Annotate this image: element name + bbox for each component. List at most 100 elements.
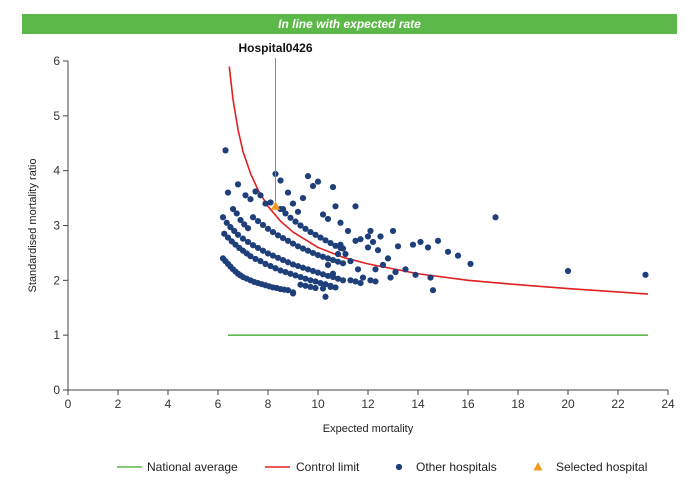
hospital-point[interactable] bbox=[262, 200, 269, 207]
hospital-point[interactable] bbox=[492, 214, 499, 221]
hospital-point[interactable] bbox=[322, 237, 329, 244]
hospital-point[interactable] bbox=[277, 267, 284, 274]
hospital-point[interactable] bbox=[467, 260, 474, 267]
hospital-point[interactable] bbox=[429, 287, 437, 294]
hospital-point[interactable] bbox=[289, 240, 297, 247]
hospital-point[interactable] bbox=[221, 230, 228, 237]
hospital-point[interactable] bbox=[292, 218, 299, 225]
hospital-point[interactable] bbox=[307, 277, 314, 284]
hospital-point[interactable] bbox=[234, 181, 242, 188]
hospital-point[interactable] bbox=[231, 227, 238, 235]
hospital-point[interactable] bbox=[299, 245, 307, 252]
hospital-point[interactable] bbox=[259, 221, 267, 229]
hospital-point[interactable] bbox=[304, 266, 312, 273]
hospital-point[interactable] bbox=[279, 256, 287, 264]
hospital-point[interactable] bbox=[241, 221, 248, 228]
hospital-point[interactable] bbox=[412, 271, 419, 278]
hospital-point[interactable] bbox=[352, 278, 359, 285]
selected-hospital-point[interactable] bbox=[271, 201, 280, 210]
hospital-point[interactable] bbox=[252, 188, 259, 195]
hospital-point[interactable] bbox=[284, 237, 292, 244]
hospital-point[interactable] bbox=[332, 242, 339, 249]
hospital-point[interactable] bbox=[354, 266, 362, 273]
hospital-point[interactable] bbox=[372, 278, 379, 285]
hospital-point[interactable] bbox=[339, 277, 347, 284]
hospital-point[interactable] bbox=[247, 253, 254, 260]
hospital-point[interactable] bbox=[274, 232, 282, 239]
hospital-point[interactable] bbox=[309, 267, 317, 275]
hospital-point[interactable] bbox=[254, 244, 262, 252]
hospital-point[interactable] bbox=[319, 285, 327, 292]
hospital-point[interactable] bbox=[329, 184, 337, 191]
hospital-point[interactable] bbox=[364, 233, 372, 240]
hospital-point[interactable] bbox=[364, 244, 372, 251]
hospital-point[interactable] bbox=[284, 287, 292, 294]
hospital-point[interactable] bbox=[342, 250, 349, 258]
hospital-point[interactable] bbox=[334, 275, 342, 282]
hospital-point[interactable] bbox=[409, 241, 417, 248]
hospital-point[interactable] bbox=[379, 261, 387, 269]
hospital-point[interactable] bbox=[332, 284, 339, 291]
hospital-point[interactable] bbox=[252, 255, 259, 263]
hospital-point[interactable] bbox=[284, 259, 292, 266]
hospital-point[interactable] bbox=[352, 237, 359, 244]
hospital-point[interactable] bbox=[297, 273, 304, 281]
hospital-point[interactable] bbox=[357, 236, 364, 243]
hospital-point[interactable] bbox=[327, 239, 334, 247]
hospital-point[interactable] bbox=[302, 225, 309, 232]
hospital-point[interactable] bbox=[387, 274, 394, 281]
hospital-point[interactable] bbox=[269, 252, 277, 259]
hospital-point[interactable] bbox=[264, 250, 272, 257]
hospital-point[interactable] bbox=[367, 227, 374, 235]
hospital-point[interactable] bbox=[307, 283, 314, 291]
hospital-point[interactable] bbox=[359, 274, 367, 281]
hospital-point[interactable] bbox=[377, 233, 384, 240]
hospital-point[interactable] bbox=[324, 272, 332, 280]
hospital-point[interactable] bbox=[292, 272, 299, 279]
hospital-point[interactable] bbox=[312, 284, 319, 292]
hospital-point[interactable] bbox=[319, 271, 327, 278]
hospital-point[interactable] bbox=[289, 200, 297, 207]
hospital-point[interactable] bbox=[287, 214, 294, 221]
hospital-point[interactable] bbox=[247, 196, 254, 203]
hospital-point[interactable] bbox=[324, 215, 332, 223]
hospital-point[interactable] bbox=[642, 271, 649, 278]
hospital-point[interactable] bbox=[402, 266, 409, 273]
hospital-point[interactable] bbox=[262, 260, 269, 267]
hospital-point[interactable] bbox=[334, 258, 342, 265]
hospital-point[interactable] bbox=[257, 258, 264, 265]
hospital-point[interactable] bbox=[233, 210, 240, 217]
hospital-point[interactable] bbox=[312, 231, 319, 238]
hospital-point[interactable] bbox=[427, 274, 434, 281]
hospital-point[interactable] bbox=[347, 277, 354, 284]
hospital-point[interactable] bbox=[319, 211, 327, 218]
hospital-point[interactable] bbox=[259, 247, 267, 254]
hospital-point[interactable] bbox=[267, 199, 274, 206]
hospital-point[interactable] bbox=[284, 189, 292, 196]
hospital-point[interactable] bbox=[304, 247, 312, 254]
hospital-point[interactable] bbox=[374, 247, 382, 254]
hospital-point[interactable] bbox=[223, 219, 230, 226]
hospital-point[interactable] bbox=[322, 293, 329, 300]
hospital-point[interactable] bbox=[222, 147, 229, 154]
hospital-point[interactable] bbox=[282, 269, 289, 276]
hospital-point[interactable] bbox=[254, 218, 262, 225]
hospital-point[interactable] bbox=[389, 227, 397, 235]
hospital-point[interactable] bbox=[239, 235, 247, 242]
hospital-point[interactable] bbox=[294, 208, 302, 215]
hospital-point[interactable] bbox=[294, 262, 302, 270]
hospital-point[interactable] bbox=[454, 252, 462, 259]
hospital-point[interactable] bbox=[309, 249, 317, 257]
hospital-point[interactable] bbox=[299, 194, 307, 202]
hospital-point[interactable] bbox=[249, 242, 257, 249]
hospital-point[interactable] bbox=[372, 266, 379, 273]
hospital-point[interactable] bbox=[339, 260, 347, 267]
hospital-point[interactable] bbox=[434, 237, 442, 244]
hospital-point[interactable] bbox=[229, 205, 237, 213]
hospital-point[interactable] bbox=[272, 265, 279, 272]
hospital-point[interactable] bbox=[357, 279, 364, 287]
hospital-point[interactable] bbox=[224, 189, 232, 196]
hospital-point[interactable] bbox=[312, 278, 319, 285]
hospital-point[interactable] bbox=[347, 258, 354, 265]
hospital-point[interactable] bbox=[394, 243, 402, 250]
